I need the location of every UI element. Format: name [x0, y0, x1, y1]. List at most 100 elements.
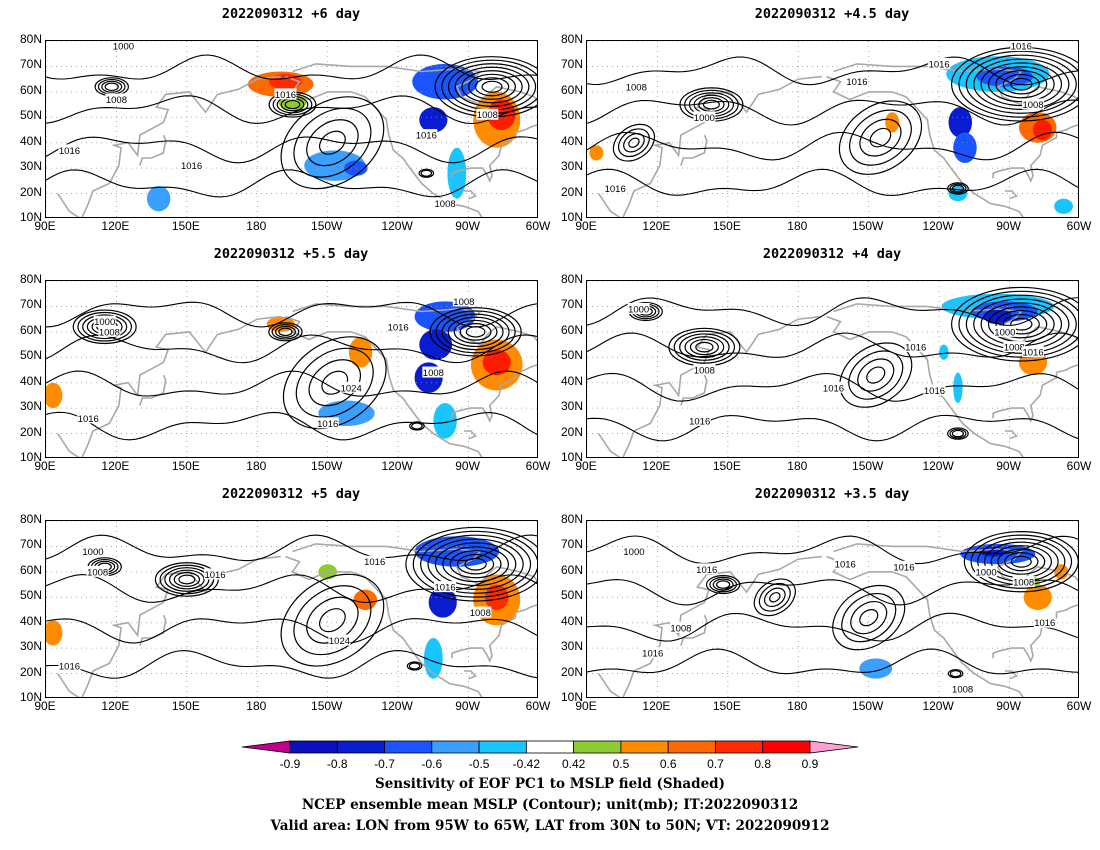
contour-label-bg [93, 315, 116, 327]
mslp-contour [318, 130, 346, 155]
lat-tick-label: 30N [19, 159, 42, 174]
contour-label: 1016 [364, 557, 385, 568]
lat-tick-label: 50N [19, 348, 42, 363]
lon-tick-label: 150E [712, 699, 741, 713]
lon-tick-label: 90E [575, 459, 597, 473]
mslp-contour [420, 534, 532, 594]
contour-label: 1016 [317, 419, 338, 430]
contour-label-bg [340, 381, 363, 393]
lon-tick-label: 90E [575, 699, 597, 713]
lat-tick-label: 60N [19, 82, 42, 97]
lat-tick-label: 10N [19, 210, 42, 224]
coastline [1004, 190, 1018, 200]
colorbar-tick-label: -0.7 [374, 757, 395, 771]
lon-tick-label: 150W [311, 219, 343, 233]
contour-label: 1000 [623, 547, 644, 558]
lon-tick-label: 90E [34, 699, 56, 713]
mslp-contour [154, 562, 219, 597]
colorbar-segment [431, 740, 480, 754]
lat-tick-label: 80N [19, 512, 42, 526]
mslp-contour [587, 648, 1078, 675]
lon-tick-label: 90W [996, 459, 1021, 473]
mslp-contour [168, 569, 205, 590]
mslp-contour [82, 314, 128, 340]
lon-tick-label: 120E [642, 219, 671, 233]
lon-tick-label: 120E [101, 459, 130, 473]
lat-tick-label: 40N [560, 373, 583, 388]
mslp-contour [411, 422, 423, 430]
contour-label-bg [975, 565, 998, 577]
panel-title-6: 2022090312 +3.5 day [754, 486, 910, 502]
lon-tick-label: 150W [311, 699, 343, 713]
mslp-contour [474, 77, 510, 97]
mslp-contour [947, 427, 969, 440]
mslp-contour [995, 70, 1048, 99]
lon-tick-label: 180 [246, 219, 267, 233]
lon-tick-label: 180 [246, 699, 267, 713]
sensitivity-shade [269, 74, 302, 90]
mslp-contour [587, 332, 1078, 358]
contour-label: 1000 [994, 327, 1015, 338]
sensitivity-shade [348, 336, 373, 368]
contour-label: 1008 [1022, 100, 1043, 111]
contour-label: 1016 [823, 383, 844, 394]
mslp-contour [841, 592, 897, 643]
mslp-contour [848, 350, 904, 400]
coastline [57, 555, 281, 697]
mslp-contour [418, 168, 435, 178]
lon-tick-label: 120W [922, 219, 954, 233]
caption-line-1: Sensitivity of EOF PC1 to MSLP field (Sh… [374, 776, 726, 792]
lon-tick-label: 90W [996, 699, 1021, 713]
contour-label-bg [688, 414, 711, 426]
lat-tick-label: 80N [560, 512, 583, 526]
contour-label: 1008 [694, 366, 715, 377]
contour-label: 1008 [670, 623, 691, 634]
mslp-contour [705, 575, 741, 595]
lat-tick-label: 10N [19, 450, 42, 464]
mslp-contour [306, 119, 359, 167]
coastline [463, 430, 477, 440]
sensitivity-shade [447, 147, 467, 199]
contour-label-bg [923, 384, 946, 396]
mslp-contour [468, 73, 517, 100]
coastline [826, 555, 1024, 697]
mslp-contour [949, 669, 962, 678]
lat-tick-label: 50N [19, 588, 42, 603]
contour-label: 1016 [1034, 618, 1055, 629]
lon-tick-label: 150E [171, 219, 200, 233]
contour-label-bg [328, 634, 351, 646]
contour-label: 1000 [628, 304, 649, 315]
contour-label: 1008 [453, 297, 474, 308]
contour-label-bg [1010, 41, 1033, 52]
mslp-contour [441, 313, 510, 351]
contour-label: 1016 [835, 560, 856, 571]
contour-label: 1016 [78, 414, 99, 425]
contour-label-bg [274, 88, 297, 100]
mslp-contour [72, 309, 137, 345]
contour-label-bg [112, 41, 135, 52]
mslp-contour [449, 550, 502, 579]
lon-tick-label: 120E [101, 699, 130, 713]
contour-label: 1016 [905, 343, 926, 354]
lat-tick-label: 40N [560, 613, 583, 628]
mslp-contour [587, 612, 1078, 642]
contour-label-bg [86, 565, 109, 577]
mslp-contour [1002, 73, 1040, 95]
colorbar-segment [715, 740, 764, 754]
map-panel-5: 1000 1008 1016 1016 1024 1016 1008 1016 [45, 520, 538, 698]
lon-tick-label: 150W [311, 459, 343, 473]
mslp-contour [46, 136, 537, 164]
mslp-contour [1002, 313, 1040, 335]
map-svg-2: 1016 1016 1008 1016 1000 1008 1016 [587, 41, 1078, 217]
mslp-contour [280, 96, 385, 190]
lat-tick-label: 20N [560, 184, 583, 199]
mslp-contour [850, 600, 888, 635]
contour-label-bg [98, 325, 121, 337]
lon-tick-label: 90E [34, 219, 56, 233]
mslp-contour [849, 109, 912, 166]
mslp-contour [587, 56, 1078, 86]
coastline [57, 315, 281, 457]
contour-label-bg [105, 93, 128, 105]
